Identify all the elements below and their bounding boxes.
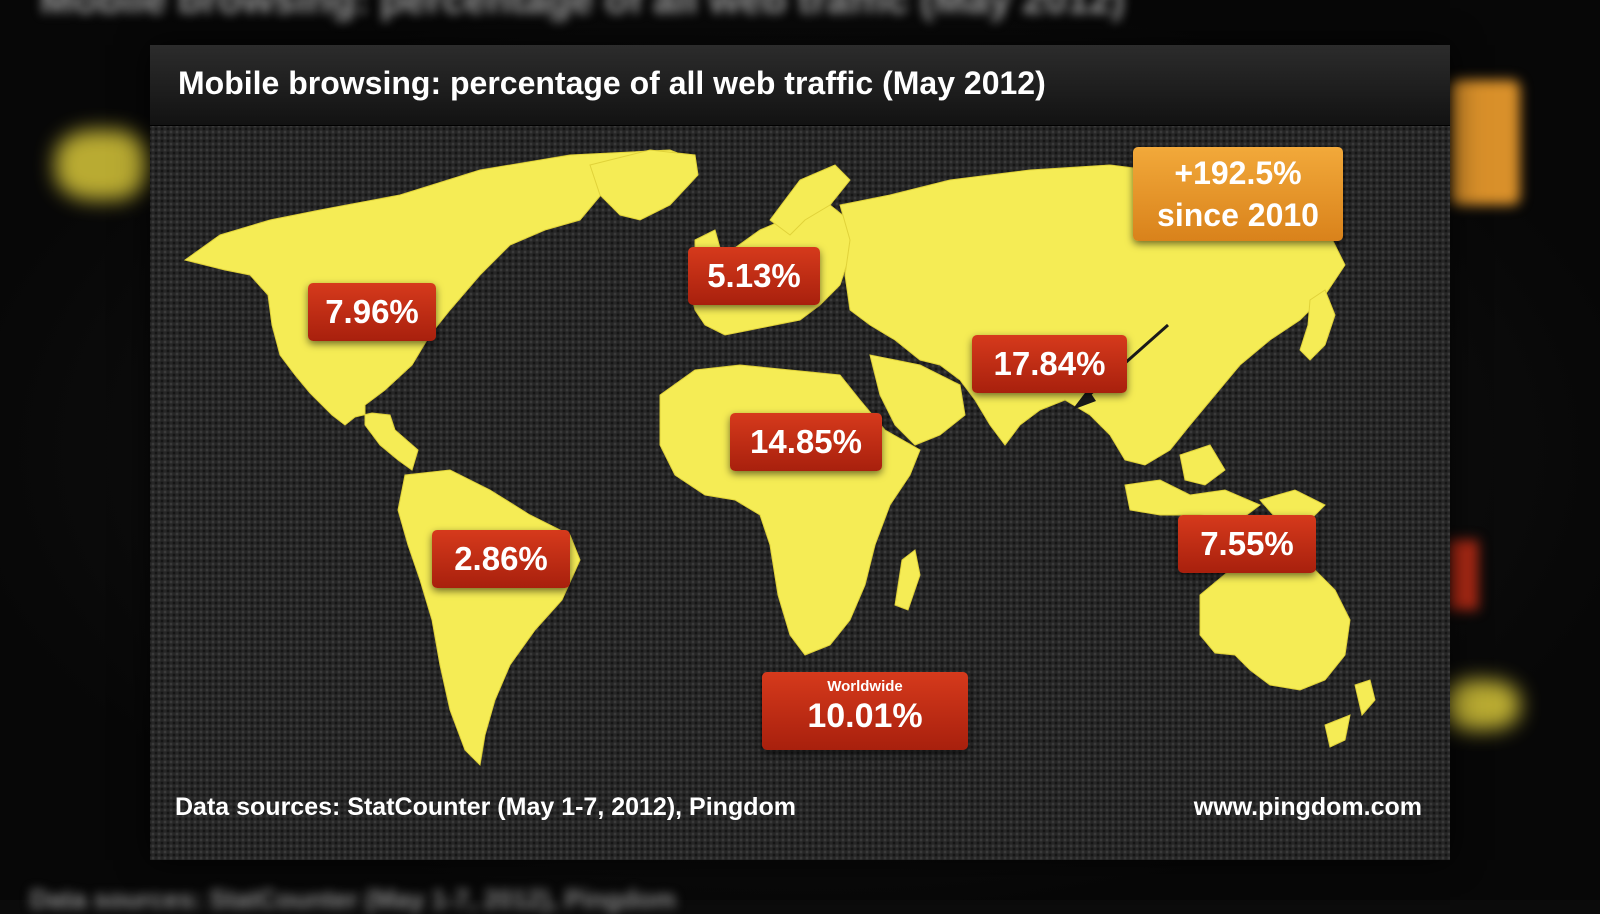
new-guinea-landmass — [1259, 489, 1326, 521]
worldwide-label: Worldwide 10.01% — [762, 672, 968, 750]
new-zealand-landmass — [1324, 679, 1376, 748]
asia-growth-callout: +192.5% since 2010 — [1133, 147, 1343, 241]
background-land-echo — [55, 130, 150, 200]
slide-title: Mobile browsing: percentage of all web t… — [178, 65, 1046, 101]
greenland-landmass — [589, 149, 699, 221]
background-land-echo — [1440, 680, 1520, 730]
worldwide-value: 10.01% — [807, 697, 923, 735]
borneo-landmass — [1179, 444, 1226, 486]
background-callout-echo — [1450, 80, 1520, 205]
title-bar: Mobile browsing: percentage of all web t… — [150, 45, 1450, 126]
label-africa: 14.85% — [730, 413, 882, 471]
label-asia: 17.84% — [972, 335, 1127, 393]
indonesia-landmass — [1124, 479, 1261, 521]
label-europe: 5.13% — [688, 247, 820, 305]
arabia-landmass — [869, 354, 966, 446]
asia-growth-period: since 2010 — [1157, 197, 1319, 233]
asia-growth-value: +192.5% — [1174, 155, 1302, 191]
south-america-landmass — [397, 469, 581, 767]
scandinavia-landmass — [769, 164, 851, 236]
source-website: www.pingdom.com — [1193, 793, 1422, 821]
madagascar-landmass — [894, 549, 921, 611]
label-oceania: 7.55% — [1178, 515, 1316, 573]
background-title-echo: Mobile browsing: percentage of all web t… — [40, 0, 1125, 22]
worldwide-caption: Worldwide — [827, 678, 903, 695]
data-sources: Data sources: StatCounter (May 1-7, 2012… — [175, 793, 796, 821]
growth-arrowhead — [1072, 389, 1096, 410]
label-south-america: 2.86% — [432, 530, 570, 588]
africa-landmass — [659, 364, 921, 656]
background-footer-echo: Data sources: StatCounter (May 1-7, 2012… — [30, 884, 676, 914]
background-label-echo — [1448, 540, 1478, 610]
slide: Mobile browsing: percentage of all web t… — [150, 45, 1450, 860]
label-north-america: 7.96% — [308, 283, 436, 341]
japan-landmass — [1299, 289, 1336, 361]
north-america-landmass — [183, 149, 697, 471]
